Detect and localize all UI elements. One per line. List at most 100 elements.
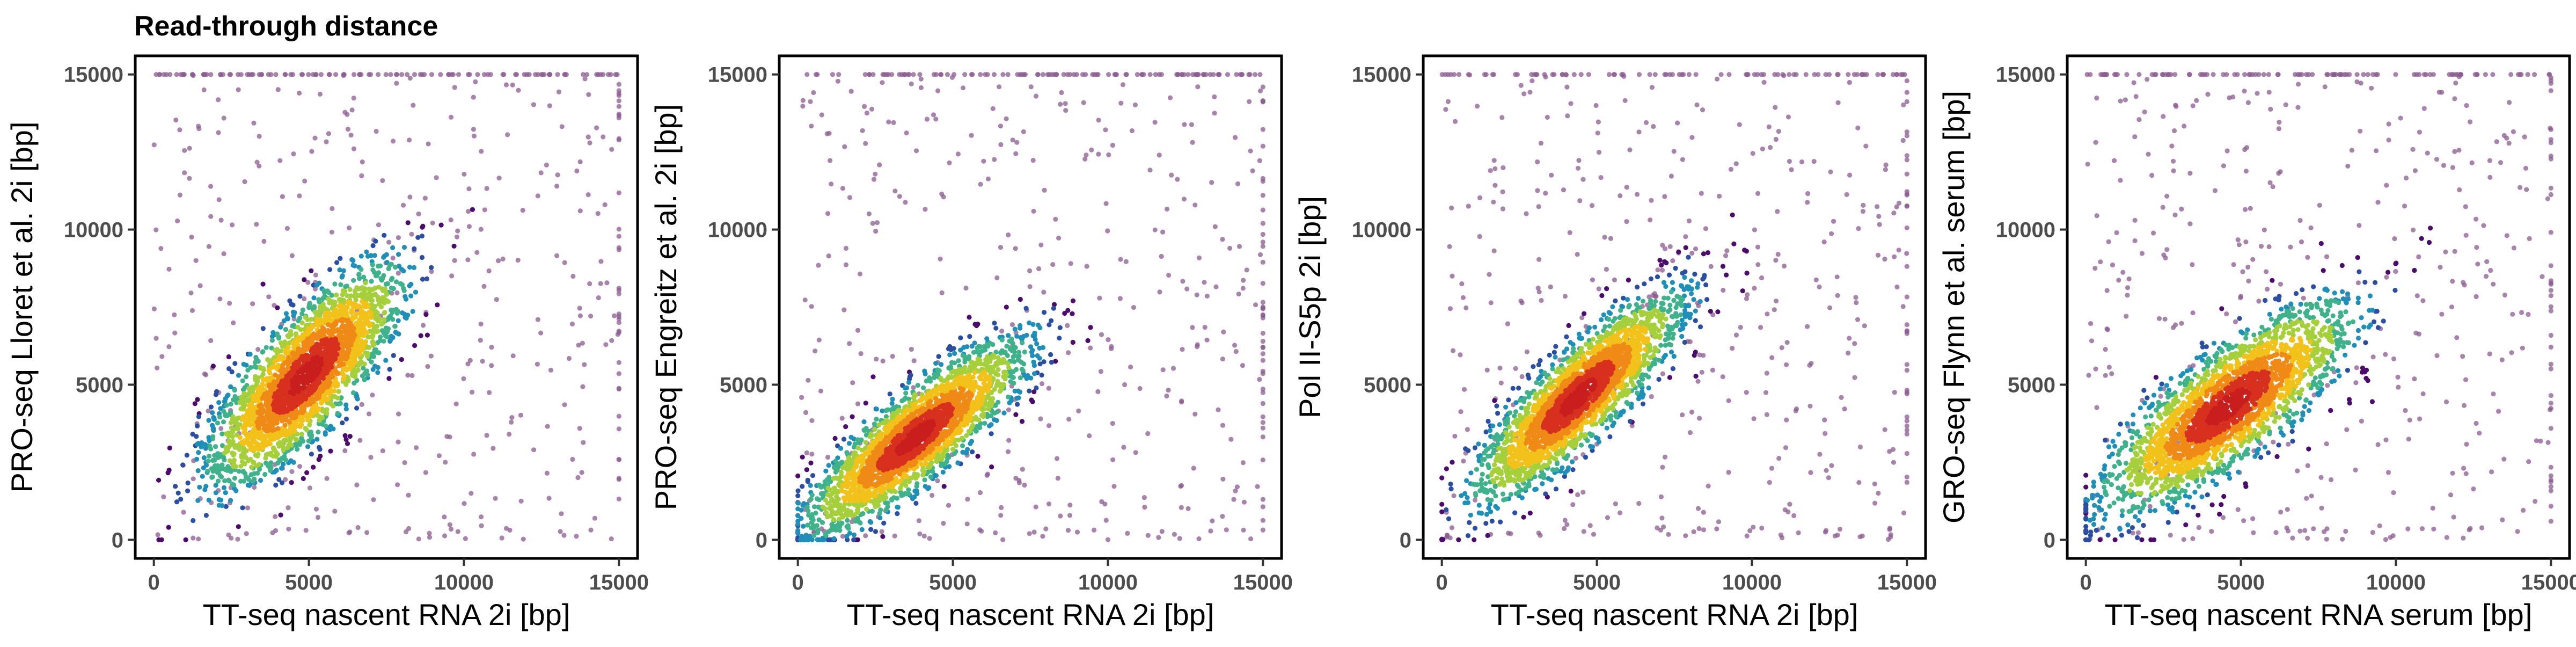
- scatter-point: [875, 220, 880, 225]
- scatter-point: [547, 496, 552, 500]
- scatter-point: [244, 531, 249, 536]
- scatter-point: [902, 72, 907, 77]
- scatter-point: [277, 158, 282, 163]
- scatter-point: [472, 134, 477, 139]
- scatter-point: [380, 288, 385, 293]
- scatter-point: [1057, 336, 1062, 340]
- scatter-point: [811, 90, 816, 95]
- scatter-point: [380, 328, 385, 333]
- scatter-point: [863, 141, 868, 146]
- scatter-point: [462, 172, 466, 177]
- scatter-point: [547, 103, 552, 108]
- scatter-point: [840, 186, 845, 191]
- scatter-point: [967, 315, 971, 319]
- scatter-point: [207, 454, 211, 459]
- scatter-point: [1250, 169, 1255, 173]
- scatter-point: [958, 336, 963, 340]
- scatter-point: [947, 161, 952, 165]
- scatter-point: [1192, 412, 1197, 417]
- scatter-point: [386, 376, 391, 381]
- scatter-point: [1209, 180, 1214, 185]
- scatter-point: [301, 476, 306, 481]
- scatter-point: [952, 351, 957, 356]
- scatter-point: [836, 497, 841, 501]
- scatter-point: [359, 253, 364, 258]
- scatter-point: [1174, 72, 1179, 77]
- scatter-point: [862, 104, 867, 109]
- scatter-point: [874, 417, 879, 421]
- scatter-point: [204, 513, 209, 518]
- scatter-point: [213, 444, 218, 449]
- scatter-point: [368, 455, 373, 460]
- scatter-point: [921, 386, 926, 390]
- scatter-point: [262, 472, 267, 477]
- scatter-point: [258, 478, 263, 483]
- scatter-point: [379, 278, 384, 282]
- scatter-point: [264, 452, 269, 457]
- scatter-point: [516, 88, 521, 93]
- scatter-point: [289, 480, 294, 485]
- scatter-point: [872, 427, 877, 432]
- scatter-point: [965, 447, 970, 452]
- scatter-point: [1029, 350, 1034, 354]
- scatter-point: [232, 361, 237, 366]
- scatter-point: [1110, 457, 1115, 462]
- scatter-point: [874, 357, 879, 361]
- scatter-point: [997, 84, 1001, 89]
- scatter-point: [412, 343, 417, 348]
- scatter-point: [217, 415, 222, 419]
- scatter-point: [822, 506, 827, 511]
- scatter-point: [210, 475, 215, 479]
- scatter-point: [312, 136, 317, 141]
- scatter-point: [226, 354, 231, 359]
- scatter-point: [248, 352, 253, 357]
- scatter-point: [1049, 360, 1054, 365]
- scatter-point: [880, 80, 884, 85]
- scatter-point: [555, 172, 560, 177]
- scatter-point: [249, 472, 254, 477]
- scatter-point: [1179, 505, 1184, 510]
- scatter-point: [1034, 386, 1038, 390]
- scatter-point: [1046, 386, 1051, 391]
- scatter-point: [1029, 84, 1034, 89]
- scatter-point: [942, 484, 947, 489]
- scatter-point: [1248, 149, 1253, 154]
- scatter-point: [1054, 72, 1059, 77]
- scatter-point: [906, 380, 911, 385]
- scatter-point: [531, 447, 536, 452]
- scatter-point: [358, 267, 363, 272]
- scatter-point: [862, 428, 867, 433]
- scatter-point: [923, 372, 928, 376]
- scatter-point: [231, 321, 236, 325]
- scatter-point: [340, 292, 345, 297]
- scatter-point: [286, 527, 291, 532]
- scatter-point: [407, 194, 412, 199]
- scatter-point: [1261, 339, 1265, 344]
- scatter-point: [998, 513, 1003, 518]
- scatter-point: [521, 537, 526, 542]
- scatter-point: [1013, 412, 1018, 417]
- scatter-point: [394, 72, 399, 77]
- scatter-point: [190, 308, 195, 313]
- scatter-point: [578, 159, 583, 164]
- scatter-point: [586, 192, 591, 197]
- scatter-point: [402, 294, 407, 299]
- scatter-point: [257, 462, 261, 467]
- scatter-point: [330, 206, 334, 211]
- scatter-point: [1037, 325, 1042, 330]
- scatter-point: [256, 359, 261, 364]
- scatter-point: [509, 420, 514, 425]
- scatter-point: [373, 239, 378, 244]
- scatter-point: [616, 332, 620, 337]
- scatter-point: [350, 107, 355, 112]
- scatter-point: [227, 301, 232, 306]
- scatter-point: [950, 447, 955, 452]
- scatter-point: [963, 286, 968, 290]
- scatter-point: [186, 481, 191, 485]
- scatter-point: [800, 455, 805, 460]
- scatter-point: [208, 447, 213, 452]
- scatter-point: [504, 82, 509, 87]
- scatter-point: [407, 283, 412, 288]
- scatter-point: [1001, 411, 1006, 416]
- scatter-point: [351, 390, 356, 395]
